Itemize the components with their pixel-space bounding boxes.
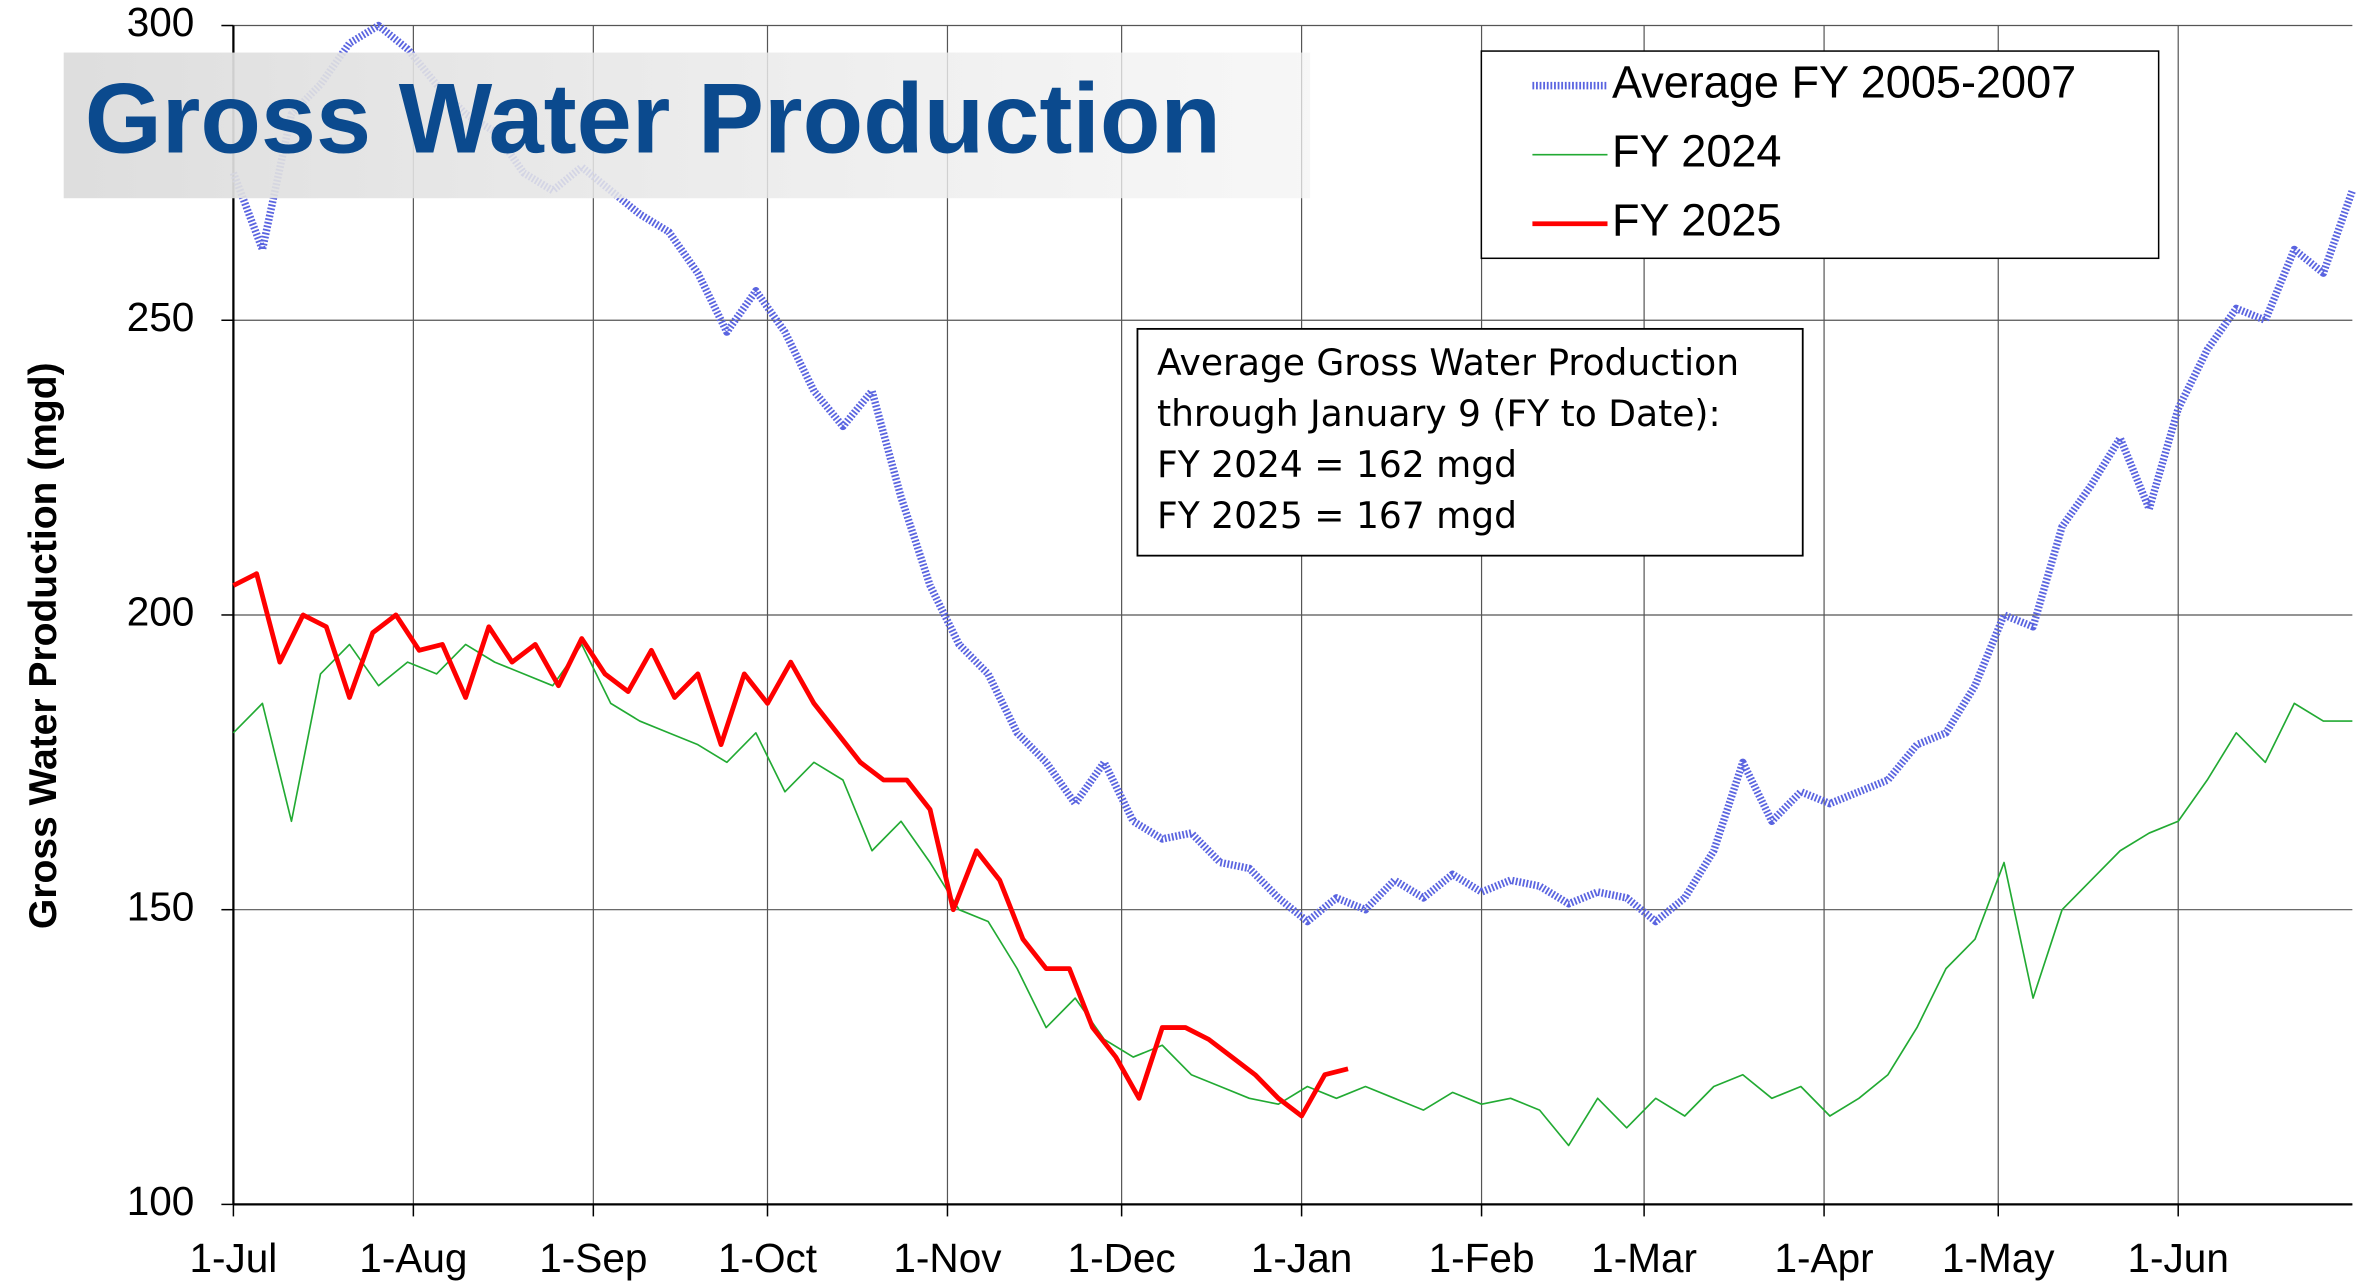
legend-label: FY 2024 xyxy=(1612,126,1781,177)
x-tick-label: 1-Jul xyxy=(189,1235,277,1281)
x-tick-label: 1-Jan xyxy=(1251,1235,1352,1281)
y-tick-label: 150 xyxy=(127,883,195,929)
x-tick-label: 1-Jun xyxy=(2128,1235,2229,1281)
chart-title: Gross Water Production xyxy=(85,63,1221,174)
y-tick-label: 100 xyxy=(127,1178,195,1224)
plot-lines xyxy=(229,21,2356,1147)
annotation-line: through January 9 (FY to Date): xyxy=(1157,394,1721,435)
legend-label: Average FY 2005-2007 xyxy=(1612,57,2076,108)
annotation: Average Gross Water Production through Ja… xyxy=(1136,327,1804,557)
title-band xyxy=(63,52,1311,199)
x-tick-label: 1-Dec xyxy=(1068,1235,1176,1281)
x-tick-label: 1-Nov xyxy=(893,1235,1002,1281)
series-line xyxy=(232,571,1349,1119)
y-tick-label: 250 xyxy=(127,294,195,340)
series-line xyxy=(229,21,2356,926)
x-tick-label: 1-Feb xyxy=(1429,1235,1535,1281)
legend-label: FY 2025 xyxy=(1612,195,1781,246)
x-tick-label: 1-Oct xyxy=(718,1235,817,1281)
y-tick-label: 300 xyxy=(127,0,195,45)
legend: Average FY 2005-2007 FY 2024 FY 2025 xyxy=(1480,50,2160,260)
annotation-line: FY 2024 = 162 mgd xyxy=(1157,445,1517,486)
y-tick-label: 200 xyxy=(127,589,195,635)
x-tick-label: 1-Mar xyxy=(1591,1235,1697,1281)
annotation-line: Average Gross Water Production xyxy=(1157,343,1739,384)
series-line xyxy=(232,643,2353,1147)
y-axis-label: Gross Water Production (mgd) xyxy=(22,362,65,929)
x-tick-label: 1-Aug xyxy=(359,1235,467,1281)
annotation-box xyxy=(1136,327,1804,557)
annotation-line: FY 2025 = 167 mgd xyxy=(1157,496,1517,537)
x-tick-label: 1-May xyxy=(1942,1235,2055,1281)
x-tick-label: 1-Sep xyxy=(539,1235,647,1281)
x-tick-label: 1-Apr xyxy=(1775,1235,1874,1281)
